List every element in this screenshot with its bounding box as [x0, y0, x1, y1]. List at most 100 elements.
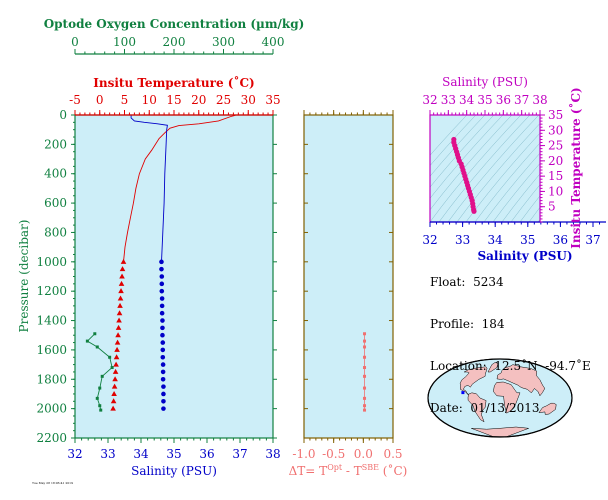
oxygen-tick-label: 400: [262, 35, 285, 49]
ts-series: [451, 136, 477, 214]
pressure-tick-label: 2200: [36, 431, 67, 445]
ts-top-tick-label: 34: [459, 93, 475, 107]
salinity-marker: [159, 288, 165, 294]
salinity-marker: [161, 391, 166, 397]
pressure-tick-label: 1000: [36, 255, 67, 269]
delta-t-marker: [363, 396, 367, 400]
salinity-marker: [159, 259, 164, 265]
salinity-marker: [161, 384, 166, 389]
ts-isoline: [501, 173, 540, 222]
salinity-marker: [160, 347, 166, 353]
ts-isoline: [519, 195, 540, 222]
world-map: [427, 358, 573, 438]
ts-y-tick-label: 25: [548, 139, 563, 153]
pressure-axis-label: Pressure (decibar): [17, 220, 31, 333]
ts-isoline: [430, 115, 522, 222]
pressure-tick-label: 1400: [36, 314, 67, 328]
ts-bottom-tick-label: 32: [422, 233, 437, 247]
pressure-tick-label: 400: [44, 167, 67, 181]
ts-isoline: [430, 115, 513, 211]
map-eurasia: [496, 364, 546, 397]
oxygen-tick-label: 0: [71, 35, 79, 49]
pressure-tick-label: 0: [59, 108, 67, 122]
temperature-marker: [119, 273, 125, 279]
salinity-marker: [159, 274, 165, 279]
ts-isoline: [438, 115, 531, 222]
temperature-tick-label: 15: [166, 93, 181, 107]
salinity-tick-label: 34: [133, 447, 149, 461]
salinity-marker: [160, 318, 165, 323]
temperature-profile-line: [123, 114, 236, 262]
temperature-marker: [111, 383, 118, 389]
ts-top-tick-label: 37: [514, 93, 529, 107]
delta-t-marker: [363, 386, 367, 390]
delta-t-axes: -1.0 -0.5 0.0 0.5: [292, 110, 403, 461]
temperature-marker: [117, 302, 123, 308]
oxygen-axis-label: Optode Oxygen Concentration (µm/kg): [44, 17, 305, 31]
delta-t-marker: [363, 332, 367, 336]
delta-t-tick-label: 0.0: [354, 447, 373, 461]
oxygen-profile-line: [86, 333, 113, 411]
ts-y-tick-label: 10: [548, 184, 563, 198]
temperature-marker: [114, 346, 120, 352]
temperature-marker: [118, 288, 124, 294]
salinity-profile-line: [130, 115, 168, 262]
ts-plot-background: [430, 115, 540, 222]
salinity-marker: [160, 369, 166, 375]
profile-plot-background: [75, 115, 273, 438]
salinity-marker: [160, 376, 166, 382]
temperature-axis-label: Insitu Temperature (˚C): [93, 75, 254, 90]
ts-isoline: [492, 162, 540, 222]
ts-y-tick-label: 30: [548, 123, 563, 137]
oxygen-marker: [95, 396, 99, 400]
salinity-marker: [159, 266, 164, 272]
ts-bottom-tick-label: 37: [585, 233, 600, 247]
pressure-tick-label: 2000: [36, 402, 67, 416]
salinity-marker: [159, 281, 165, 287]
ts-isoline: [447, 115, 540, 222]
delta-t-marker: [363, 366, 367, 370]
temperature-marker: [119, 266, 126, 272]
temperature-tick-label: 25: [216, 93, 231, 107]
salinity-tick-label: 33: [100, 447, 115, 461]
pressure-tick-label: 1600: [36, 343, 67, 357]
oxygen-marker: [100, 374, 104, 378]
temperature-marker: [115, 332, 121, 338]
ts-y-tick-label: 15: [548, 169, 563, 183]
temperature-marker: [111, 390, 117, 396]
pressure-tick-label: 600: [44, 196, 67, 210]
ts-top-tick-label: 36: [496, 93, 511, 107]
temperature-marker: [114, 339, 121, 345]
map-africa: [493, 381, 521, 414]
temperature-marker: [110, 398, 117, 404]
temperature-tick-label: 10: [142, 93, 157, 107]
ts-isoline: [510, 184, 540, 222]
oxygen-marker: [110, 366, 114, 370]
ts-isoline: [483, 152, 540, 222]
salinity-marker: [161, 398, 166, 404]
temperature-tick-label: -5: [69, 93, 81, 107]
delta-t-plot-background: [304, 115, 393, 438]
salinity-tick-label: 37: [232, 447, 247, 461]
ts-y-axis-label: Insitu Temperature (˚C): [568, 87, 583, 248]
delta-t-marker: [363, 374, 367, 378]
salinity-tick-label: 32: [67, 447, 82, 461]
salinity-marker: [159, 296, 165, 301]
oxygen-marker: [93, 332, 97, 336]
temperature-marker: [113, 361, 119, 367]
ts-y-tick-label: 20: [548, 154, 563, 168]
delta-t-marker: [363, 355, 367, 359]
temperature-marker: [112, 376, 118, 382]
float-location-marker: [461, 391, 465, 395]
map-north-america: [459, 366, 488, 395]
temperature-marker: [113, 354, 120, 360]
ts-y-tick-label: 35: [548, 108, 563, 122]
temperature-marker: [117, 295, 124, 301]
delta-t-tick-label: -0.5: [322, 447, 345, 461]
salinity-tick-label: 35: [166, 447, 181, 461]
ts-top-tick-label: 33: [441, 93, 456, 107]
ts-bottom-tick-label: 36: [553, 233, 568, 247]
footer-timestamp: Tue May 28 18:06:41 2019: [32, 481, 73, 485]
